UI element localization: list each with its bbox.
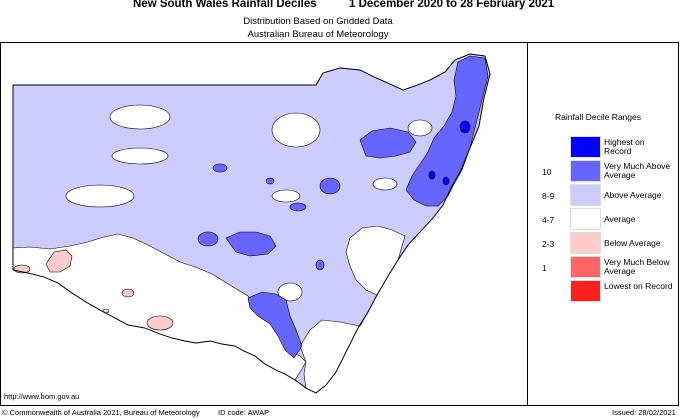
legend-swatch [570, 280, 601, 302]
legend-title: Rainfall Decile Ranges [555, 112, 641, 122]
legend-label: Very Much Below Average [604, 257, 670, 276]
region-below-average-west [45, 249, 73, 273]
average-patch-northeast [407, 119, 433, 137]
legend-swatch [570, 160, 601, 182]
legend-decile: 4-7 [542, 215, 555, 225]
legend-swatch [570, 136, 601, 158]
average-patch-central [111, 147, 169, 165]
id-code-text: ID code: AWAP [218, 408, 270, 417]
legend-divider [527, 42, 528, 406]
map-title-bar: New South Wales Rainfall Deciles 1 Decem… [0, 0, 680, 12]
highest-on-record-patch-3 [442, 176, 450, 186]
legend-decile: 10 [542, 167, 552, 177]
map-frame [0, 42, 679, 406]
average-patch-northwest [109, 104, 171, 130]
very-much-above-patch-5 [265, 177, 275, 185]
highest-on-record-patch-1 [459, 120, 471, 134]
legend-decile: 8-9 [542, 191, 555, 201]
nsw-border [12, 53, 491, 394]
region-very-much-above-coast [405, 55, 489, 207]
very-much-above-patch-1 [197, 231, 219, 247]
legend-label: Very Much Above Average [604, 161, 671, 180]
region-very-much-above-north [359, 127, 417, 159]
legend-swatch [570, 232, 601, 254]
legend-label: Lowest on Record [604, 281, 673, 291]
legend-decile: 1 [542, 263, 547, 273]
region-very-much-above-central [225, 231, 277, 257]
legend-label: Average [604, 214, 636, 224]
below-average-patch-3 [121, 288, 135, 298]
subtitle-line-2: Australian Bureau of Meteorology [247, 29, 389, 40]
very-much-above-patch-3 [289, 202, 307, 212]
average-patch-east [372, 177, 398, 191]
website-link[interactable]: http://www.bom.gov.au [4, 392, 80, 401]
very-much-above-patch-4 [212, 163, 228, 173]
map-period: 1 December 2020 to 28 February 2021 [349, 0, 555, 10]
legend-label: Below Average [604, 238, 661, 248]
region-very-much-above-south [247, 291, 303, 359]
very-much-above-patch-2 [319, 177, 341, 195]
subtitle-line-1: Distribution Based on Gridded Data [243, 16, 393, 27]
legend-label: Highest on Record [604, 137, 645, 156]
below-average-patch-2 [146, 315, 174, 331]
legend-decile: 2-3 [542, 239, 555, 249]
very-much-above-patch-6 [315, 259, 325, 271]
average-patch-west [65, 184, 135, 208]
average-patch-mid [271, 189, 301, 203]
average-patch-north [271, 112, 321, 148]
legend-swatch [570, 184, 601, 206]
legend-swatch [570, 256, 601, 278]
average-patch-south-central [277, 282, 303, 302]
legend-label: Above Average [604, 190, 662, 200]
issued-date: Issued: 28/02/2021 [612, 408, 676, 417]
map-title: New South Wales Rainfall Deciles [133, 0, 317, 10]
copyright-text: © Commonwealth of Australia 2021, Bureau… [2, 408, 200, 417]
highest-on-record-patch-2 [428, 170, 436, 180]
legend-swatch [570, 208, 601, 230]
